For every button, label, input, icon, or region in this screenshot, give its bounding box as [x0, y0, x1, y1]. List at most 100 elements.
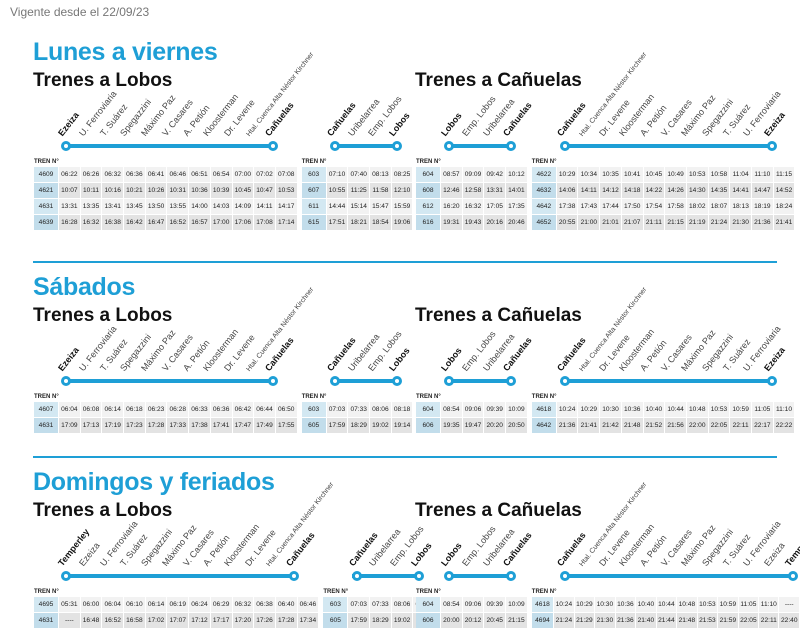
lobos-station-dot [289, 571, 300, 581]
lobos-time-cell: 07:00 [232, 167, 254, 182]
canuelas-pre-station-label: Lobos [439, 110, 464, 138]
canuelas-pre-train-number: 606 [416, 613, 440, 628]
canuelas-header: Cañuelas Htal. Cuenca Alta Néstor Kirchne… [555, 286, 800, 375]
canuelas-time-cell: 10:53 [697, 597, 718, 612]
canuelas-pre-table: TREN N° 604 08:54 09:06 09:39 10:09 606 19:35 19… [415, 391, 528, 434]
canuelas-pre-time-cell: 09:09 [462, 167, 484, 182]
lobos-header: Temperley Ezeiza U. Ferroviaria T. Suárez Sp… [56, 481, 335, 570]
canuelas-time-cell: 10:29 [556, 167, 578, 182]
canuelas-pre-time-cell: 09:06 [462, 402, 484, 417]
lobos-time-cell: 17:19 [102, 418, 124, 433]
canuelas-time-cell: 18:07 [708, 199, 730, 214]
canuelas-pre-train-number: 604 [416, 597, 440, 612]
canuelas-pre-header: Lobos Emp. Lobos Uribelarrea Cañuelas [439, 329, 544, 375]
lobos-tren-label: TREN N° [34, 393, 59, 400]
lobos-time-cell: 06:24 [189, 597, 210, 612]
canuelas-time-cell: 17:44 [600, 199, 621, 214]
lobos-time-cell: 06:14 [102, 402, 124, 417]
canuelas-pre-time-cell: 12:58 [462, 183, 484, 198]
canuelas-pre-time-cell: 14:01 [506, 183, 527, 198]
canuelas-time-cell: 22:22 [773, 418, 795, 433]
lobos-time-cell: 16:58 [124, 613, 145, 628]
canuelas-row: 4694 21:24 21:29 21:30 21:36 21:40 21:44 21:48 2… [531, 613, 799, 628]
lobos-time-cell: 16:28 [59, 215, 80, 230]
lobos-station-label: Ezeiza [56, 110, 82, 138]
canuelas-time-cell: 21:24 [708, 215, 730, 230]
lobos-time-cell: 14:03 [210, 199, 232, 214]
lobos-conn-station-dot [351, 571, 362, 581]
canuelas-time-cell: 10:30 [595, 597, 615, 612]
canuelas-time-cell: 10:24 [554, 597, 574, 612]
lobos-conn-time-cell: 10:55 [326, 183, 348, 198]
canuelas-pre-row: 604 08:57 09:09 09:42 10:12 [416, 167, 527, 182]
lobos-time-cell: 13:50 [145, 199, 167, 214]
canuelas-time-cell: 21:15 [665, 215, 686, 230]
lobos-time-cell: 17:14 [275, 215, 297, 230]
canuelas-time-cell: 17:43 [578, 199, 600, 214]
lobos-time-cell: 06:32 [102, 167, 124, 182]
lobos-conn-train-number: 603 [323, 597, 348, 612]
lobos-time-cell: 16:47 [145, 215, 167, 230]
lobos-conn-time-cell: 08:13 [370, 167, 391, 182]
canuelas-time-cell: 10:49 [665, 167, 686, 182]
left-subtitle: Trenes a Lobos [33, 70, 173, 91]
lobos-time-cell: 10:16 [102, 183, 124, 198]
canuelas-pre-time-cell: 08:54 [441, 597, 462, 612]
section-title: Sábados [33, 273, 136, 301]
canuelas-time-cell: 21:56 [665, 418, 686, 433]
canuelas-row: 4642 17:38 17:43 17:44 17:50 17:54 17:58 18:02 1… [531, 199, 795, 214]
canuelas-time-cell: 21:53 [697, 613, 718, 628]
canuelas-pre-time-cell: 19:31 [441, 215, 462, 230]
canuelas-pre-time-cell: 13:31 [484, 183, 506, 198]
canuelas-time-cell: 11:10 [759, 597, 779, 612]
canuelas-time-cell: 10:34 [578, 167, 600, 182]
lobos-train-number: 4639 [34, 215, 58, 230]
canuelas-time-cell: 17:50 [621, 199, 643, 214]
lobos-time-cell: 17:02 [145, 613, 167, 628]
canuelas-train-number: 4642 [531, 199, 556, 214]
lobos-train-number: 4621 [34, 183, 58, 198]
canuelas-pre-station-dot [506, 376, 517, 386]
lobos-conn-station-dot [413, 571, 424, 581]
right-subtitle: Trenes a Cañuelas [415, 305, 582, 326]
lobos-conn-time-cell: 19:02 [370, 418, 391, 433]
lobos-time-cell: 06:10 [124, 597, 145, 612]
lobos-line [62, 379, 271, 383]
canuelas-row: 4618 10:24 10:29 10:30 10:36 10:40 10:44 10:48 1… [531, 402, 795, 417]
canuelas-row: 4652 20:55 21:00 21:01 21:07 21:11 21:15 21:19 2… [531, 215, 795, 230]
lobos-conn-time-cell: 07:10 [326, 167, 348, 182]
lobos-time-cell: 17:08 [254, 215, 275, 230]
canuelas-time-cell: 21:52 [643, 418, 665, 433]
canuelas-pre-time-cell: 16:20 [441, 199, 462, 214]
lobos-time-cell: 14:09 [232, 199, 254, 214]
canuelas-time-cell: 10:40 [636, 597, 656, 612]
canuelas-time-cell: 21:07 [621, 215, 643, 230]
canuelas-pre-station-dot [506, 141, 517, 151]
canuelas-tren-label: TREN N° [531, 158, 557, 165]
canuelas-row: 4632 14:06 14:11 14:12 14:18 14:22 14:26 14:30 1… [531, 183, 795, 198]
canuelas-table: TREN N° 4618 10:24 10:29 10:30 10:36 10:40 10:4… [531, 391, 796, 434]
lobos-time-cell: 16:48 [80, 613, 102, 628]
canuelas-time-cell: 11:15 [773, 167, 795, 182]
lobos-time-cell: 06:04 [59, 402, 80, 417]
lobos-station-label: Ezeiza [56, 345, 82, 373]
lobos-conn-time-cell: 07:03 [348, 597, 370, 612]
lobos-conn-row: 607 10:55 11:25 11:58 12:10 [301, 183, 413, 198]
canuelas-time-cell: 21:30 [730, 215, 751, 230]
lobos-conn-time-cell: 18:29 [348, 418, 370, 433]
canuelas-time-cell: 11:05 [738, 597, 759, 612]
lobos-time-cell: 05:31 [59, 597, 80, 612]
lobos-train-number: 4609 [34, 167, 58, 182]
lobos-time-cell: ---- [59, 613, 80, 628]
lobos-conn-train-number: 605 [323, 613, 348, 628]
lobos-time-cell: 10:47 [254, 183, 275, 198]
lobos-time-cell: 06:26 [80, 167, 102, 182]
lobos-time-cell: 06:00 [80, 597, 102, 612]
lobos-conn-station-dot [392, 376, 403, 386]
canuelas-train-number: 4652 [531, 215, 556, 230]
canuelas-pre-train-number: 606 [416, 418, 440, 433]
canuelas-time-cell: 14:52 [773, 183, 795, 198]
canuelas-pre-train-number: 604 [416, 402, 440, 417]
lobos-time-cell: 06:28 [167, 402, 189, 417]
canuelas-station-dot [560, 571, 571, 581]
